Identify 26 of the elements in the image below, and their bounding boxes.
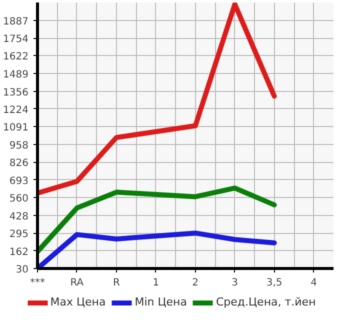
y-tick-label: 428 [9,211,29,222]
y-tick-label: 30 [16,264,29,276]
y-tick-label: 560 [9,194,29,205]
y-tick-label: 1622 [3,52,29,63]
x-tick-label: 4 [310,278,317,288]
y-tick-label: 693 [9,176,29,187]
legend-label: Сред.Цена, т.йен [216,296,316,308]
y-tick-label: 826 [9,158,29,170]
x-tick-label: 3,5 [266,278,282,288]
x-tick-label: RA [70,278,84,288]
x-tick-label: 1 [152,278,160,288]
y-tick-label: 1224 [3,104,29,116]
y-tick-label: 958 [9,140,29,152]
y-tick-label: 1754 [3,34,29,46]
y-tick-label: 1489 [3,69,29,80]
y-tick-label: 295 [9,229,29,240]
x-tick-label: *** [30,278,45,288]
y-tick-label: 1356 [3,87,29,98]
x-tick-label: 2 [192,278,199,288]
y-tick-label: 162 [9,246,29,258]
y-tick-label: 1091 [3,122,29,134]
x-tick-label: R [112,278,120,288]
x-tick-label: 3 [232,278,238,288]
y-tick-label: 1887 [3,16,29,28]
legend-label: Max Цена [50,296,106,308]
legend-label: Min Цена [134,296,187,308]
